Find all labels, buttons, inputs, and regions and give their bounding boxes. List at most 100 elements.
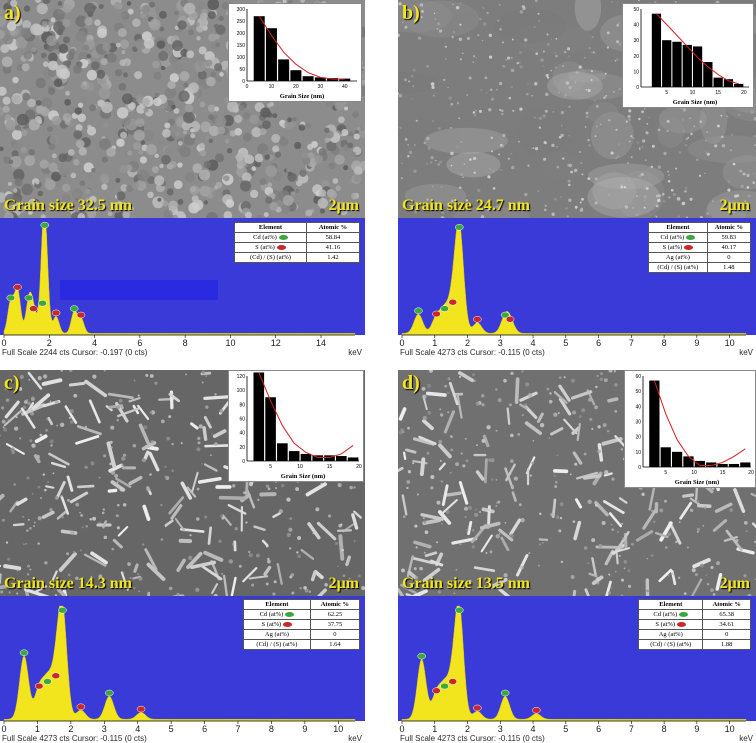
peak-marker-icon — [432, 310, 441, 318]
table-cell-name: Cd (at%) — [243, 609, 311, 620]
x-tick-label: 5 — [269, 464, 272, 470]
peak-marker-icon — [440, 305, 449, 312]
eds-tick-label: 5 — [169, 724, 174, 734]
histogram-bar — [683, 456, 694, 467]
histogram-bar — [347, 457, 359, 461]
peak-marker-icon — [51, 309, 61, 317]
table-header-atomic: Atomic % — [706, 222, 752, 233]
table-cell-value: 0 — [702, 629, 751, 640]
y-tick-label: 10 — [635, 450, 641, 456]
y-tick-label: 40 — [239, 431, 245, 437]
y-tick-label: 20 — [635, 435, 641, 441]
histogram-bar — [706, 462, 717, 467]
x-tick-label: 30 — [318, 84, 324, 90]
panel-a: a) Grain size 32.5 nm 2μm 0 10 20 30 40 0 50 10… — [0, 0, 365, 357]
x-tick-label: 10 — [691, 470, 697, 476]
eds-axis-band — [398, 335, 756, 357]
scale-bar-c: 2μm — [328, 575, 359, 592]
x-tick-label: 20 — [356, 464, 362, 470]
table-cell-value: 1.48 — [706, 262, 752, 273]
table-cell-name: Cd (at%) — [234, 232, 307, 243]
histogram-bar — [288, 451, 300, 461]
y-tick-label: 50 — [633, 7, 639, 13]
x-tick-label: 0 — [246, 84, 249, 90]
eds-tick-label: 0 — [1, 724, 6, 734]
red-dot-icon — [684, 245, 694, 251]
x-axis-label: Grain Size (nm) — [280, 93, 324, 100]
histogram-bar — [253, 16, 265, 82]
green-dot-icon — [686, 235, 696, 241]
table-cell-value: 41.16 — [305, 242, 361, 253]
y-tick-label: 30 — [633, 38, 639, 44]
x-tick-label: 15 — [715, 90, 721, 96]
histogram-bar — [740, 462, 751, 467]
histogram-d: 5 10 15 20 0 10 20 30 40 50 60 Grain Size (nm) — [624, 370, 756, 488]
eds-tick-label: 12 — [271, 338, 281, 348]
eds-spectrum-trace — [3, 227, 356, 336]
table-cell-name: S (at%) — [648, 242, 708, 253]
table-cell-name: S (at%) — [234, 242, 307, 253]
eds-tick-label: 0 — [399, 724, 404, 734]
x-axis-label: Grain Size (nm) — [281, 473, 325, 480]
histogram-bar — [672, 41, 682, 87]
histogram-bar — [703, 62, 713, 87]
eds-tick-label: 2 — [465, 338, 470, 348]
peak-marker-icon — [414, 307, 423, 314]
eds-tick-label: 7 — [235, 724, 240, 734]
eds-tick-label: 8 — [662, 338, 667, 348]
y-tick-label: 30 — [635, 420, 641, 426]
eds-spectrum-trace — [3, 605, 356, 722]
histogram-bar — [662, 40, 672, 87]
table-cell-name: Ag (at%) — [243, 629, 311, 640]
table-cell-value: 65.38 — [702, 609, 751, 620]
histogram-bar — [324, 455, 335, 461]
peak-marker-icon — [532, 707, 541, 714]
table-cell-value: 59.83 — [706, 232, 752, 243]
x-tick-label: 5 — [664, 470, 667, 476]
peak-marker-icon — [34, 682, 44, 690]
eds-tick-label: 8 — [183, 338, 188, 348]
eds-tick-label: 14 — [316, 338, 326, 348]
eds-tick-label: 10 — [333, 724, 343, 734]
y-tick-label: 120 — [237, 374, 246, 380]
composition-table-b: Element Atomic % Cd (at%) 59.83 S (at%) 40.… — [648, 222, 752, 273]
fit-curve — [258, 372, 354, 458]
table-cell-name: (Cd) / (S) (at%) — [234, 252, 307, 263]
histogram-bar — [694, 460, 705, 467]
peak-marker-icon — [58, 606, 67, 614]
y-tick-label: 300 — [237, 7, 246, 13]
peak-marker-icon — [24, 294, 34, 302]
composition-table-d: Element Atomic % Cd (at%) 65.38 S (at%) 34.… — [637, 599, 751, 650]
eds-tick-label: 6 — [137, 338, 142, 348]
eds-tick-label: 9 — [694, 338, 699, 348]
x-tick-label: 10 — [297, 464, 303, 470]
panel-b: b) Grain size 24.7 nm 2μm 5 10 15 20 0 10 20 30… — [398, 0, 756, 357]
eds-tick-label: 7 — [629, 338, 634, 348]
red-dot-icon — [276, 245, 286, 251]
eds-tick-label: 9 — [302, 724, 307, 734]
x-tick-label: 20 — [293, 84, 299, 90]
table-header-element: Element — [234, 222, 307, 233]
peak-marker-icon — [40, 221, 50, 229]
y-tick-label: 60 — [635, 374, 641, 380]
eds-tick-label: 9 — [694, 724, 699, 734]
y-tick-label: 0 — [636, 85, 639, 91]
fit-curve — [656, 13, 739, 85]
y-tick-label: 50 — [635, 389, 641, 395]
eds-tick-label: 2 — [465, 724, 470, 734]
eds-axis-band — [0, 721, 365, 743]
eds-spectrum-b: 0 1 2 3 4 5 6 7 8 9 10 Element Atomic % Cd (at%) 59.… — [398, 218, 756, 357]
peak-marker-icon — [29, 305, 38, 312]
histogram-bar — [651, 13, 662, 87]
histogram-c: 5 10 15 20 0 20 40 60 80 100 120 Grain Size (nm) — [228, 370, 364, 482]
panel-label-a: a) — [4, 2, 21, 24]
y-tick-label: 20 — [239, 445, 245, 451]
eds-spectrum-trace — [401, 605, 747, 722]
red-dot-icon — [283, 622, 293, 628]
eds-tick-label: 6 — [596, 338, 601, 348]
histogram-bar — [649, 380, 660, 467]
scale-bar-d: 2μm — [719, 575, 750, 592]
eds-footer-b: Full Scale 4273 cts Cursor: -0.115 (0 ct… — [400, 348, 545, 357]
eds-tick-label: 8 — [269, 724, 274, 734]
eds-spectrum-d: 0 1 2 3 4 5 6 7 8 9 10 Element Atomic % Cd (at%) 65.… — [398, 596, 756, 743]
